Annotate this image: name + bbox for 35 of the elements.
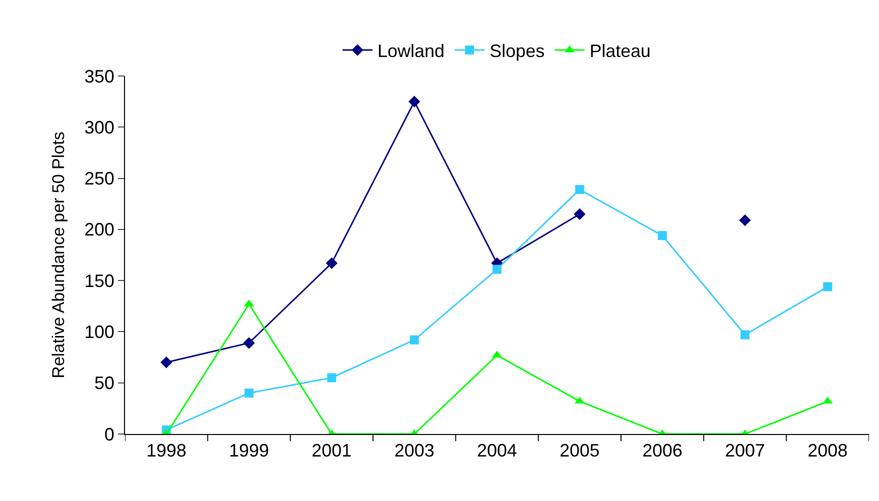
point	[492, 264, 502, 274]
point	[823, 282, 832, 292]
y-tick-label: 350	[84, 66, 114, 86]
point	[574, 208, 586, 220]
x-tick-label: 1998	[146, 440, 186, 461]
y-tick-label: 200	[84, 220, 114, 240]
x-tick-label: 2003	[394, 440, 434, 461]
point	[410, 335, 419, 344]
point	[575, 185, 584, 194]
x-tick-label: 2006	[642, 440, 682, 461]
y-tick-label: 250	[84, 168, 114, 189]
x-tick-label: 2005	[560, 440, 600, 461]
y-tick-label: 150	[84, 270, 114, 291]
y-tick-label: 300	[84, 117, 114, 138]
point	[658, 231, 667, 240]
point	[408, 96, 420, 108]
x-tick-label: 2008	[808, 440, 848, 461]
x-tick-label: 2007	[724, 440, 766, 461]
y-tick-label: 0	[104, 424, 114, 444]
point	[327, 373, 336, 382]
legend-label: Lowland	[378, 41, 445, 62]
x-tick-label: 2001	[312, 440, 352, 461]
legend-label: Slopes	[490, 41, 545, 62]
x-tick-label: 2004	[476, 440, 518, 461]
point	[740, 330, 750, 340]
legend-label: Plateau	[590, 41, 651, 62]
y-tick-label: 100	[84, 322, 114, 342]
point	[243, 337, 255, 349]
y-tick-label: 50	[94, 373, 114, 394]
x-tick-label: 1999	[228, 440, 270, 461]
point	[326, 257, 338, 270]
y-axis-title: Relative Abundance per 50 Plots	[48, 132, 68, 378]
point	[739, 214, 751, 226]
point	[244, 388, 254, 398]
point	[160, 356, 172, 368]
